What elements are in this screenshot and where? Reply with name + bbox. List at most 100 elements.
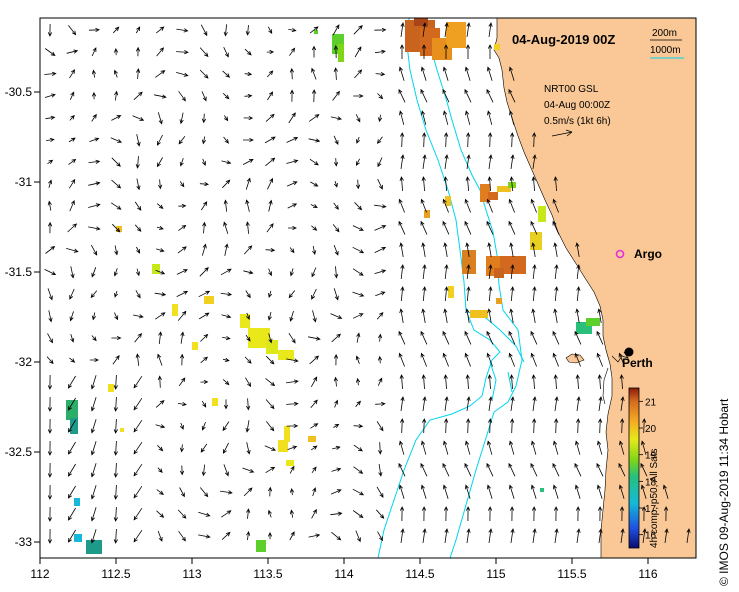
current-arrow	[244, 48, 252, 56]
current-arrow	[420, 484, 427, 499]
current-arrow	[509, 176, 514, 192]
current-arrow	[242, 158, 254, 165]
current-arrow	[420, 220, 428, 235]
current-arrow	[113, 47, 119, 56]
current-arrow	[155, 399, 165, 408]
current-arrow	[554, 396, 559, 411]
current-arrow	[332, 224, 340, 233]
current-arrow	[70, 266, 75, 279]
current-arrow	[201, 400, 207, 408]
current-arrow	[113, 528, 118, 544]
current-arrow	[133, 463, 143, 477]
current-arrow	[308, 138, 321, 143]
current-arrow	[111, 157, 121, 167]
current-arrow	[398, 88, 406, 103]
current-arrow	[421, 176, 426, 192]
current-arrow	[44, 269, 57, 275]
current-arrow	[90, 529, 97, 544]
current-arrow	[312, 310, 317, 323]
current-arrow	[135, 268, 140, 277]
current-arrow	[178, 91, 186, 102]
current-arrow	[155, 424, 166, 429]
current-arrow	[157, 445, 164, 452]
current-arrow	[442, 220, 450, 235]
current-arrow	[574, 484, 581, 499]
current-arrow	[310, 181, 319, 187]
current-arrow	[353, 444, 363, 452]
current-arrow	[202, 243, 207, 256]
current-arrow	[352, 268, 364, 276]
x-tick-label: 113	[182, 567, 201, 581]
current-arrow	[89, 137, 100, 142]
current-arrow	[331, 467, 342, 472]
current-arrow	[619, 440, 625, 455]
current-arrow	[68, 158, 77, 165]
current-arrow	[200, 379, 209, 385]
current-arrow	[354, 69, 363, 79]
current-arrow	[400, 154, 405, 169]
current-arrow	[444, 264, 449, 280]
y-tick-label: -31.5	[5, 265, 33, 279]
current-arrow	[552, 198, 559, 213]
current-arrow	[223, 357, 230, 362]
current-arrow	[509, 308, 514, 323]
current-arrow	[352, 313, 364, 319]
current-arrow	[333, 353, 339, 366]
current-arrow	[136, 68, 141, 80]
current-arrow	[135, 26, 141, 34]
current-arrow	[220, 268, 232, 276]
current-arrow	[334, 266, 339, 279]
current-arrow	[310, 423, 319, 429]
current-arrow	[179, 444, 185, 453]
current-arrow	[312, 487, 317, 497]
current-arrow	[90, 485, 97, 500]
current-arrow	[267, 177, 273, 190]
current-arrow	[377, 114, 383, 123]
current-arrow	[180, 331, 185, 344]
current-arrow	[69, 91, 75, 100]
current-arrow	[133, 485, 143, 499]
current-arrow	[443, 242, 448, 257]
current-arrow	[157, 530, 163, 542]
current-arrow	[243, 487, 253, 497]
current-arrow	[642, 528, 647, 543]
current-arrow	[265, 113, 275, 122]
current-arrow	[224, 243, 229, 256]
current-arrow	[510, 286, 515, 302]
current-arrow	[113, 396, 118, 412]
current-arrow	[155, 269, 166, 275]
current-arrow	[267, 312, 272, 321]
current-arrow	[374, 269, 387, 274]
map-title: 04-Aug-2019 00Z	[512, 32, 615, 47]
current-arrow	[48, 310, 53, 323]
current-arrow	[113, 26, 120, 34]
current-arrow	[223, 24, 228, 37]
current-arrow	[377, 333, 383, 342]
current-arrow	[69, 311, 74, 322]
current-arrow	[377, 531, 383, 542]
current-arrow	[286, 137, 299, 143]
current-arrow	[68, 137, 76, 143]
current-arrow	[199, 487, 209, 498]
current-arrow	[532, 418, 537, 434]
current-arrow	[443, 506, 449, 522]
current-arrow	[221, 160, 232, 165]
current-arrow	[686, 528, 691, 543]
current-arrow	[352, 291, 365, 297]
current-arrow	[221, 531, 231, 540]
current-arrow	[486, 88, 494, 103]
current-arrow	[112, 223, 121, 233]
current-arrow	[244, 356, 252, 364]
current-arrow	[242, 467, 255, 473]
current-arrow	[420, 66, 427, 81]
current-arrow	[246, 442, 251, 455]
current-arrow	[640, 484, 647, 499]
current-arrow	[574, 462, 582, 477]
current-arrow	[333, 158, 339, 167]
current-arrow	[179, 422, 184, 430]
current-arrow	[113, 268, 118, 277]
current-arrow	[420, 330, 428, 345]
current-arrow	[268, 509, 272, 518]
current-arrow	[201, 464, 206, 477]
current-arrow	[110, 137, 123, 143]
